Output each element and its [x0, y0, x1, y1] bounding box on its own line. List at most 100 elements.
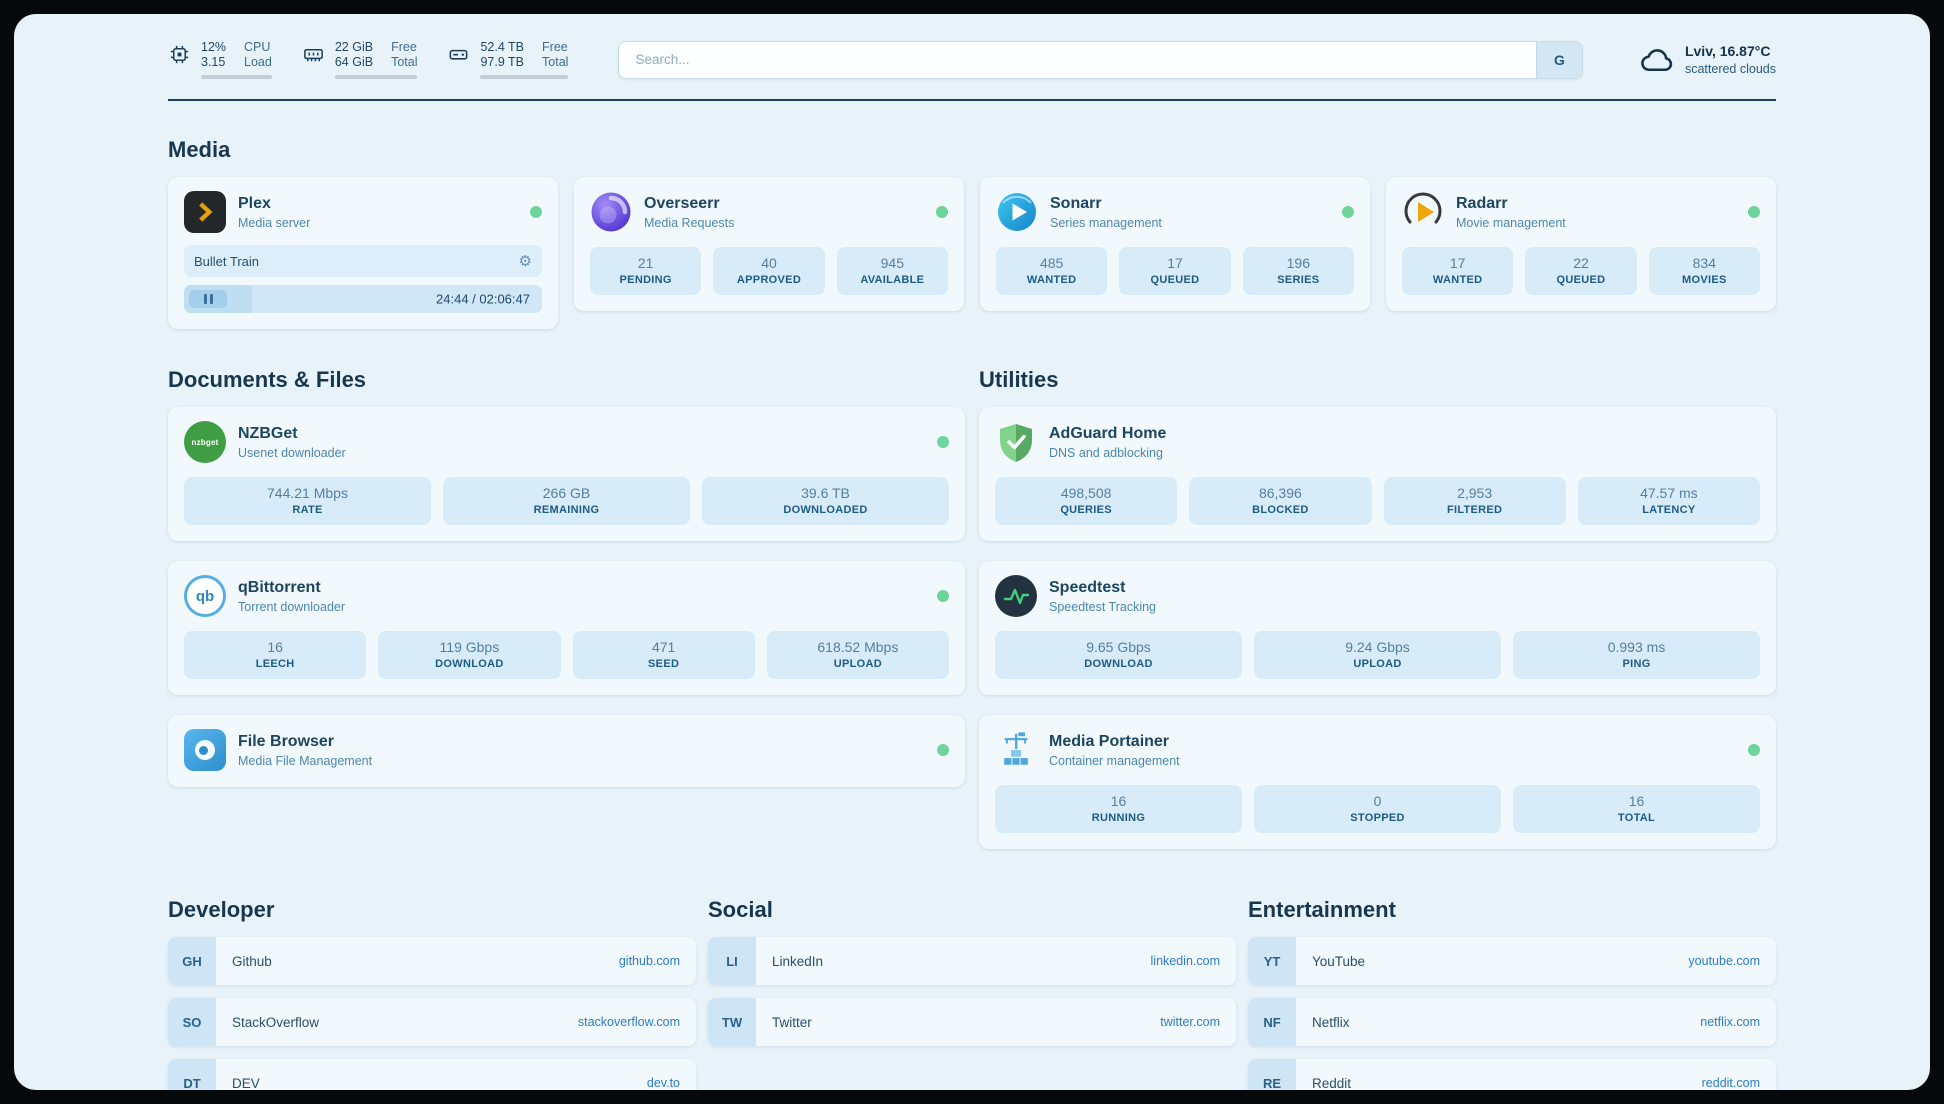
stat-box: 40 APPROVED [713, 247, 825, 295]
radarr-card[interactable]: Radarr Movie management 17 WANTED 22 QUE… [1386, 177, 1776, 311]
status-dot [937, 436, 949, 448]
search-input[interactable] [619, 41, 1536, 78]
bookmark-github[interactable]: GH Github github.com [168, 937, 696, 985]
portainer-card[interactable]: Media Portainer Container management 16 … [979, 715, 1776, 849]
documents-heading: Documents & Files [168, 367, 367, 392]
stat-box: 47.57 ms LATENCY [1577, 477, 1760, 525]
now-playing-title: Bullet Train [194, 253, 260, 269]
app-subtitle: Speedtest Tracking [1049, 599, 1157, 614]
stat-value: 16 [1628, 793, 1645, 809]
stat-label: AVAILABLE [860, 274, 925, 286]
pause-button[interactable] [189, 290, 227, 308]
nzbget-card[interactable]: nzbget NZBGet Usenet downloader 744.21 M… [168, 407, 965, 541]
stat-value: 21 [637, 255, 654, 271]
stat-box: 0 STOPPED [1254, 785, 1501, 833]
bookmark-youtube[interactable]: YT YouTube youtube.com [1248, 937, 1776, 985]
cpu-load: 3.15 [201, 55, 226, 69]
stat-box: 17 WANTED [1402, 247, 1514, 295]
ram-stat: 22 GiB Free 64 GiB Total [302, 40, 418, 79]
qbittorrent-card[interactable]: qb qBittorrent Torrent downloader 16 LEE… [168, 561, 965, 695]
stat-label: REMAINING [533, 504, 600, 516]
section-documents: Documents & Files nzbget NZBGet Usenet d… [168, 367, 965, 787]
bookmark-url: github.com [618, 954, 680, 968]
bookmark-netflix[interactable]: NF Netflix netflix.com [1248, 998, 1776, 1046]
nzbget-icon: nzbget [184, 421, 226, 463]
stat-label: TOTAL [1617, 812, 1656, 824]
stat-label: WANTED [1432, 274, 1483, 286]
section-media: Media Plex Media server Bullet Train ⚙ [168, 137, 1776, 329]
app-name: Plex [238, 194, 271, 212]
status-dot [936, 206, 948, 218]
stat-value: 39.6 TB [801, 485, 850, 501]
bookmark-dev[interactable]: DT DEV dev.to [168, 1059, 696, 1090]
stat-box: 119 Gbps DOWNLOAD [378, 631, 561, 679]
overseerr-card[interactable]: Overseerr Media Requests 21 PENDING 40 A… [574, 177, 964, 311]
stat-label: SERIES [1277, 274, 1320, 286]
bookmark-name: Github [232, 953, 272, 969]
social-heading: Social [708, 897, 773, 922]
stat-box: 0.993 ms PING [1513, 631, 1760, 679]
bookmark-linkedin[interactable]: LI LinkedIn linkedin.com [708, 937, 1236, 985]
adguard-card[interactable]: AdGuard Home DNS and adblocking 498,508 … [979, 407, 1776, 541]
nzbget-icon-text: nzbget [191, 437, 219, 447]
status-dot [937, 744, 949, 756]
plex-card[interactable]: Plex Media server Bullet Train ⚙ 24:44 /… [168, 177, 558, 329]
app-subtitle: Torrent downloader [238, 599, 346, 614]
stat-box: 22 QUEUED [1525, 247, 1637, 295]
bookmark-abbr: YT [1248, 937, 1296, 985]
stat-value: 22 [1573, 255, 1589, 271]
bookmark-abbr: LI [708, 937, 756, 985]
stat-value: 47.57 ms [1640, 485, 1698, 501]
stat-box: 744.21 Mbps RATE [184, 477, 431, 525]
stat-label: STOPPED [1350, 812, 1405, 824]
status-dot [1748, 744, 1760, 756]
app-subtitle: Usenet downloader [238, 445, 346, 460]
entertainment-heading: Entertainment [1248, 897, 1396, 922]
stat-label: LEECH [255, 658, 295, 670]
bookmark-name: Twitter [772, 1014, 812, 1030]
stat-label: QUERIES [1060, 504, 1112, 516]
system-stats: 12% CPU 3.15 Load 22 GiB Free [168, 40, 569, 79]
stat-value: 17 [1449, 255, 1466, 271]
disk-stat: 52.4 TB Free 97.9 TB Total [447, 40, 569, 79]
disk-progress-bar [480, 75, 569, 79]
bookmark-name: DEV [232, 1075, 260, 1091]
stat-value: 196 [1286, 255, 1310, 271]
sonarr-card[interactable]: Sonarr Series management 485 WANTED 17 Q… [980, 177, 1370, 311]
app-name: File Browser [238, 732, 335, 750]
speedtest-card[interactable]: Speedtest Speedtest Tracking 9.65 Gbps D… [979, 561, 1776, 695]
sonarr-icon [996, 191, 1038, 233]
weather-location: Lviv, 16.87°C [1684, 42, 1771, 59]
stat-box: 86,396 BLOCKED [1189, 477, 1372, 525]
bookmark-stackoverflow[interactable]: SO StackOverflow stackoverflow.com [168, 998, 696, 1046]
filebrowser-card[interactable]: File Browser Media File Management [168, 715, 965, 787]
stat-value: 266 GB [542, 485, 591, 501]
bookmark-reddit[interactable]: RE Reddit reddit.com [1248, 1059, 1776, 1090]
bookmark-url: reddit.com [1701, 1076, 1760, 1090]
bookmark-url: twitter.com [1160, 1015, 1220, 1029]
bookmark-name: Netflix [1312, 1014, 1350, 1030]
stat-box: 196 SERIES [1242, 247, 1354, 295]
status-dot [1342, 206, 1354, 218]
stat-label: FILTERED [1446, 504, 1503, 516]
search-provider-button[interactable]: G [1535, 41, 1582, 78]
stat-box: 9.24 Gbps UPLOAD [1254, 631, 1501, 679]
speedtest-icon [995, 575, 1037, 617]
cpu-label-2: Load [244, 55, 272, 69]
stat-label: QUEUED [1556, 274, 1606, 286]
cpu-progress-bar [201, 75, 272, 79]
adguard-icon [995, 421, 1037, 463]
stat-label: MOVIES [1682, 274, 1727, 286]
disk-label-1: Free [542, 40, 568, 54]
stat-label: UPLOAD [833, 658, 882, 670]
bookmark-url: stackoverflow.com [577, 1015, 680, 1029]
playback-bar[interactable]: 24:44 / 02:06:47 [184, 285, 542, 313]
app-subtitle: Media File Management [238, 753, 373, 768]
bookmark-twitter[interactable]: TW Twitter twitter.com [708, 998, 1236, 1046]
ram-label-1: Free [391, 40, 417, 54]
settings-gear-icon[interactable]: ⚙ [518, 253, 532, 270]
status-dot [530, 206, 542, 218]
bookmark-name: StackOverflow [232, 1014, 320, 1030]
cpu-percent: 12% [201, 40, 227, 54]
portainer-icon [995, 729, 1037, 771]
